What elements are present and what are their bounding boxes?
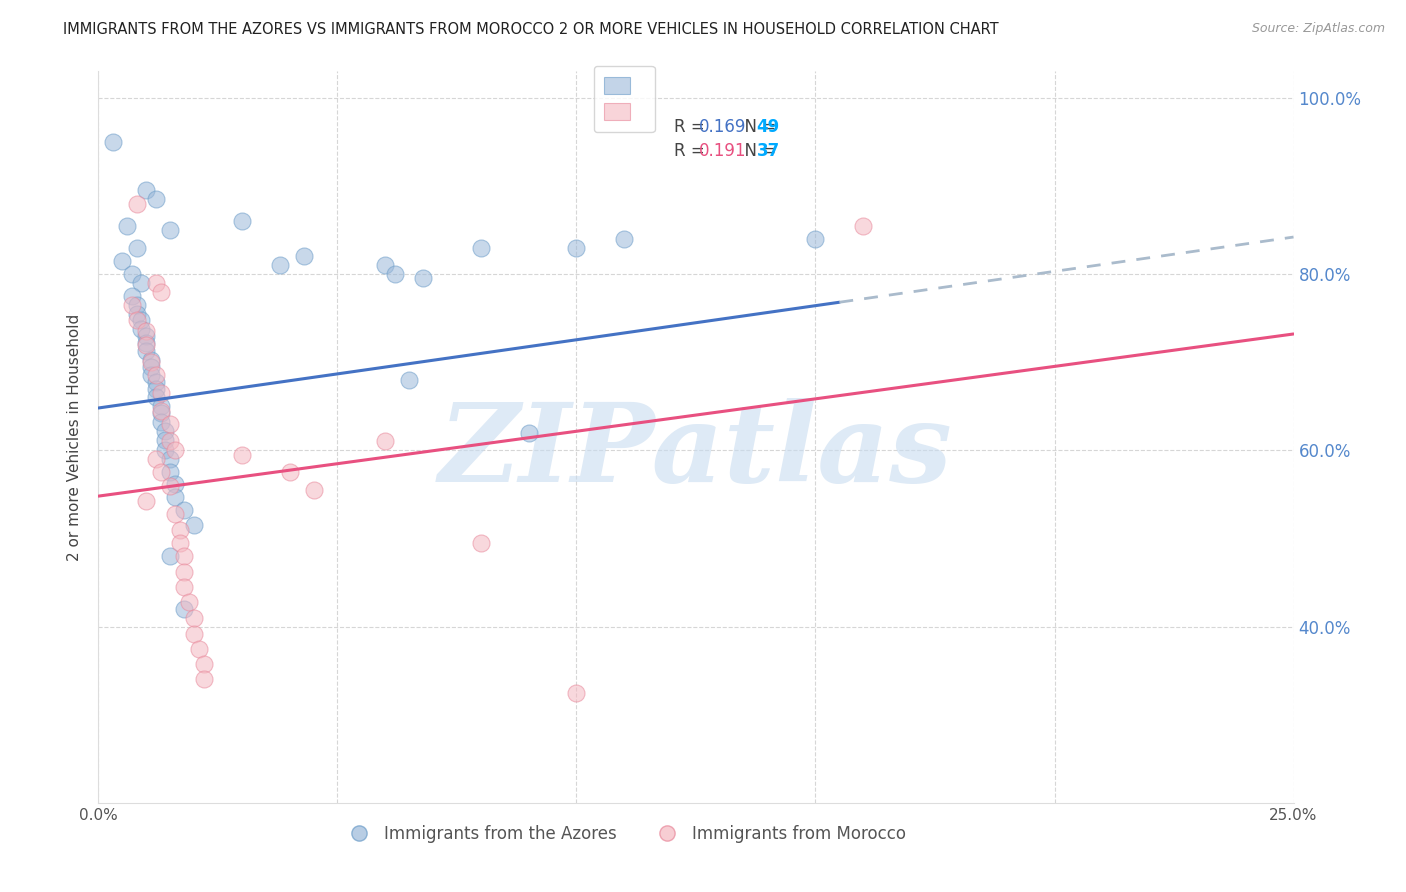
Point	[384, 267, 406, 281]
Legend: Immigrants from the Azores, Immigrants from Morocco: Immigrants from the Azores, Immigrants f…	[336, 818, 912, 849]
Point	[292, 249, 315, 263]
Point	[121, 267, 143, 281]
Point	[125, 196, 148, 211]
Point	[231, 448, 253, 462]
Text: 0.191: 0.191	[699, 143, 747, 161]
Point	[135, 337, 157, 351]
Point	[173, 580, 195, 594]
Point	[159, 549, 181, 563]
Point	[155, 424, 177, 438]
Point	[470, 536, 492, 550]
Point	[135, 343, 157, 358]
Point	[269, 258, 291, 272]
Point	[131, 321, 153, 335]
Point	[131, 276, 153, 290]
Point	[111, 253, 134, 268]
Point	[163, 476, 186, 491]
Text: N =: N =	[734, 119, 782, 136]
Point	[135, 494, 157, 508]
Point	[374, 434, 396, 449]
Point	[159, 452, 181, 467]
Point	[135, 324, 157, 338]
Point	[125, 241, 148, 255]
Point	[121, 289, 143, 303]
Text: N =: N =	[734, 143, 782, 161]
Point	[517, 425, 540, 440]
Point	[193, 657, 215, 671]
Point	[852, 219, 875, 233]
Point	[173, 503, 195, 517]
Text: IMMIGRANTS FROM THE AZORES VS IMMIGRANTS FROM MOROCCO 2 OR MORE VEHICLES IN HOUS: IMMIGRANTS FROM THE AZORES VS IMMIGRANTS…	[63, 22, 998, 37]
Point	[193, 673, 215, 687]
Point	[125, 307, 148, 321]
Point	[179, 595, 201, 609]
Text: 0.169: 0.169	[699, 119, 747, 136]
Point	[173, 565, 195, 579]
Point	[155, 433, 177, 447]
Point	[183, 611, 205, 625]
Point	[470, 241, 492, 255]
Point	[145, 452, 167, 467]
Point	[135, 183, 157, 197]
Point	[135, 328, 157, 343]
Point	[125, 313, 148, 327]
Point	[139, 352, 162, 367]
Point	[159, 478, 181, 492]
Point	[101, 135, 124, 149]
Point	[115, 219, 138, 233]
Point	[155, 443, 177, 458]
Point	[163, 507, 186, 521]
Point	[139, 359, 162, 374]
Point	[145, 382, 167, 396]
Point	[565, 686, 588, 700]
Point	[139, 368, 162, 383]
Point	[187, 641, 209, 656]
Point	[145, 192, 167, 206]
Point	[149, 415, 172, 429]
Point	[159, 223, 181, 237]
Point	[412, 271, 434, 285]
Point	[169, 536, 191, 550]
Y-axis label: 2 or more Vehicles in Household: 2 or more Vehicles in Household	[67, 313, 83, 561]
Text: 49: 49	[756, 119, 780, 136]
Point	[145, 276, 167, 290]
Point	[149, 406, 172, 420]
Point	[159, 434, 181, 449]
Point	[145, 391, 167, 405]
Point	[131, 313, 153, 327]
Point	[125, 298, 148, 312]
Point	[145, 375, 167, 389]
Point	[302, 483, 325, 497]
Point	[159, 466, 181, 480]
Point	[565, 241, 588, 255]
Text: R =: R =	[673, 119, 710, 136]
Point	[398, 373, 420, 387]
Point	[374, 258, 396, 272]
Point	[173, 602, 195, 616]
Point	[149, 386, 172, 401]
Text: Source: ZipAtlas.com: Source: ZipAtlas.com	[1251, 22, 1385, 36]
Point	[163, 490, 186, 504]
Point	[149, 285, 172, 299]
Text: R =: R =	[673, 143, 710, 161]
Point	[173, 549, 195, 563]
Point	[139, 355, 162, 369]
Point	[121, 298, 143, 312]
Text: 37: 37	[756, 143, 780, 161]
Point	[145, 368, 167, 383]
Point	[149, 466, 172, 480]
Point	[183, 626, 205, 640]
Point	[135, 335, 157, 350]
Point	[613, 232, 636, 246]
Point	[278, 466, 301, 480]
Point	[163, 443, 186, 458]
Point	[231, 214, 253, 228]
Point	[804, 232, 827, 246]
Point	[169, 523, 191, 537]
Point	[149, 403, 172, 417]
Point	[183, 518, 205, 533]
Text: ZIPatlas: ZIPatlas	[439, 398, 953, 506]
Point	[149, 399, 172, 413]
Point	[159, 417, 181, 431]
